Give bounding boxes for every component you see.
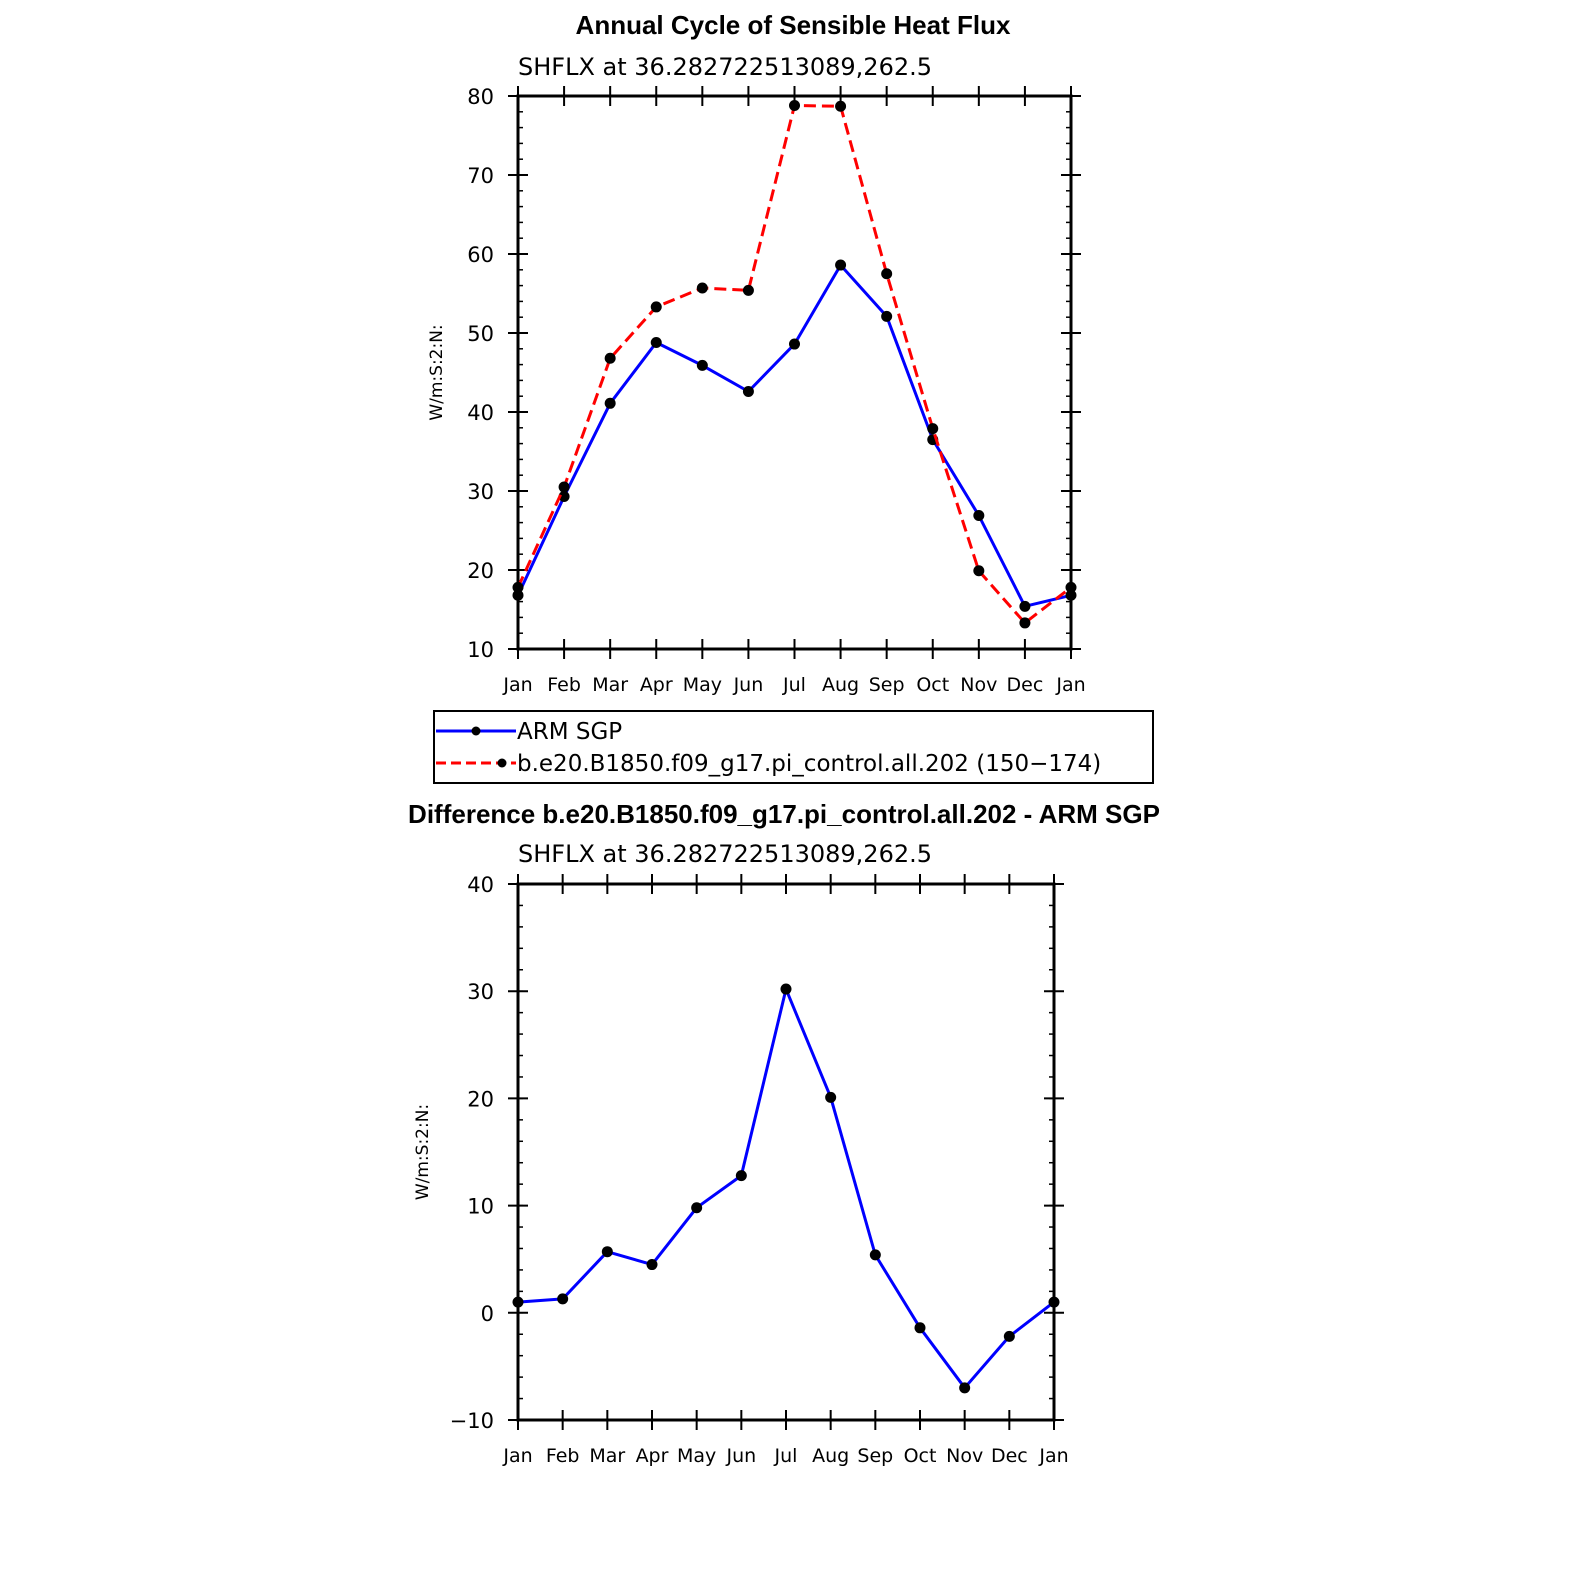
chart2-xtick-label: Oct bbox=[904, 1445, 937, 1467]
chart1-series-1-point bbox=[558, 491, 570, 503]
chart1-series-2-point bbox=[604, 352, 616, 364]
chart1-ytick-label: 50 bbox=[467, 322, 494, 346]
chart1-xtick-label: Oct bbox=[916, 674, 949, 696]
chart1-series-2-point bbox=[1019, 617, 1031, 629]
chart1-xtick-label: Mar bbox=[592, 674, 628, 696]
chart1-xtick-label: Aug bbox=[822, 674, 859, 696]
chart1-series-1-point bbox=[789, 338, 800, 350]
chart1-title: Annual Cycle of Sensible Heat Flux bbox=[576, 10, 1011, 40]
chart2-series-1-point bbox=[735, 1170, 747, 1182]
chart1-series-2-point bbox=[973, 565, 985, 577]
chart2-ytick-label: 20 bbox=[467, 1087, 494, 1111]
chart1-ytick-label: 30 bbox=[467, 480, 494, 504]
chart1-xtick-label: Jul bbox=[782, 674, 806, 696]
chart1-frame bbox=[516, 94, 1073, 651]
legend-arm-marker bbox=[471, 726, 481, 736]
chart1-series-2-point bbox=[927, 423, 939, 435]
chart2-series-1-point bbox=[914, 1322, 926, 1334]
chart2-series-1-point bbox=[691, 1202, 703, 1214]
chart2-ytick-label: −10 bbox=[450, 1409, 494, 1433]
chart1-series-2-point bbox=[835, 100, 847, 112]
chart1-legend: ARM SGP b.e20.B1850.f09_g17.pi_control.a… bbox=[433, 710, 1154, 784]
chart1-ylabel: W/m:S:2:N: bbox=[427, 324, 447, 420]
chart2-series-1-point bbox=[1003, 1330, 1015, 1342]
chart1-xtick-label: Sep bbox=[869, 674, 905, 696]
chart1-ytick-label: 40 bbox=[467, 401, 494, 425]
chart1-series-1-point bbox=[835, 259, 847, 271]
chart1-series-2-point bbox=[558, 481, 570, 493]
chart2-ylabel: W/m:S:2:N: bbox=[413, 1104, 433, 1200]
chart2-frame bbox=[516, 882, 1056, 1422]
chart1-xtick-label: Jun bbox=[733, 674, 764, 696]
chart1-xtick-label: Nov bbox=[960, 674, 997, 696]
chart1-ytick-label: 20 bbox=[467, 559, 494, 583]
chart1-xtick-label: Jan bbox=[1055, 674, 1085, 696]
chart1-series-2-point bbox=[881, 268, 893, 280]
chart1-plot: 10 20 30 40 50 60 70 80 Jan Feb Mar Apr May Jun Jul Aug… bbox=[427, 85, 1086, 696]
chart1-series-2-point bbox=[650, 301, 662, 313]
chart1-xtick-label: May bbox=[683, 674, 722, 696]
legend-model-label: b.e20.B1850.f09_g17.pi_control.all.202 (… bbox=[517, 751, 1101, 777]
chart2-series-1-point bbox=[646, 1259, 658, 1271]
chart1-series-2-point bbox=[1065, 581, 1077, 593]
chart1-xtick-label: Feb bbox=[547, 674, 581, 696]
chart2-xtick-label: Mar bbox=[589, 1445, 625, 1467]
chart2-xtick-label: Jan bbox=[502, 1445, 532, 1467]
chart1-ytick-label: 60 bbox=[467, 243, 494, 267]
chart1-series-1-point bbox=[1065, 589, 1077, 601]
chart1-series-1-point bbox=[973, 509, 985, 521]
chart2-xtick-label: Jul bbox=[774, 1445, 798, 1467]
legend-box bbox=[433, 710, 1154, 784]
chart1-series-2-point bbox=[789, 99, 800, 111]
chart2-subtitle: SHFLX at 36.282722513089,262.5 bbox=[518, 840, 932, 868]
chart2-series-1-line bbox=[517, 987, 1055, 1390]
chart2-series-1-point bbox=[1048, 1296, 1060, 1308]
chart2-series-1-point bbox=[512, 1296, 524, 1308]
chart1-series-1-point bbox=[742, 385, 754, 397]
chart1-xtick-label: Jan bbox=[502, 674, 532, 696]
chart1-xtick-label: Apr bbox=[640, 674, 673, 696]
chart2-series-1-point bbox=[557, 1293, 569, 1305]
legend-model-marker bbox=[497, 758, 507, 768]
chart2-ytick-label: 0 bbox=[481, 1302, 494, 1326]
chart1-series-2-point bbox=[512, 581, 524, 593]
chart1-series-2-point bbox=[696, 282, 708, 294]
chart2-xtick-label: Apr bbox=[636, 1445, 669, 1467]
chart2-ytick-label: 40 bbox=[467, 873, 494, 897]
chart2-xtick-label: Sep bbox=[857, 1445, 893, 1467]
chart2-ytick-label: 30 bbox=[467, 980, 494, 1004]
chart1-series-2-line bbox=[516, 104, 1072, 625]
chart1-series-1-line bbox=[516, 263, 1072, 608]
chart2-xtick-label: May bbox=[677, 1445, 716, 1467]
chart2-series-1-point bbox=[780, 983, 792, 995]
chart1-series-1-point bbox=[696, 359, 708, 371]
chart1-series-2-point bbox=[742, 284, 754, 296]
chart2-series-1-point bbox=[869, 1249, 881, 1261]
chart2-xtick-label: Nov bbox=[946, 1445, 983, 1467]
chart2-series-1-point bbox=[959, 1382, 971, 1394]
chart1-series-1-point bbox=[512, 589, 524, 601]
chart2-ytick-label: 10 bbox=[467, 1195, 494, 1219]
chart1-ytick-label: 70 bbox=[467, 164, 494, 188]
chart1-xtick-label: Dec bbox=[1007, 674, 1044, 696]
chart2-xtick-label: Jun bbox=[725, 1445, 756, 1467]
chart2-series-1-point bbox=[601, 1246, 613, 1258]
chart2-xtick-label: Dec bbox=[991, 1445, 1028, 1467]
chart1-ytick-label: 80 bbox=[467, 85, 494, 109]
chart2-xtick-label: Aug bbox=[812, 1445, 849, 1467]
chart2-series-1-point bbox=[825, 1091, 837, 1103]
chart1-series-1-point bbox=[604, 397, 616, 409]
chart1-series-1-point bbox=[881, 310, 893, 322]
chart2-title: Difference b.e20.B1850.f09_g17.pi_contro… bbox=[408, 799, 1160, 829]
chart2-xtick-label: Jan bbox=[1038, 1445, 1068, 1467]
chart1-series-1-point bbox=[1019, 600, 1031, 612]
chart1-subtitle: SHFLX at 36.282722513089,262.5 bbox=[518, 53, 932, 81]
chart2-xtick-label: Feb bbox=[546, 1445, 580, 1467]
chart1-series-1-point bbox=[650, 336, 662, 348]
legend-arm-label: ARM SGP bbox=[517, 719, 622, 745]
chart1-ytick-label: 10 bbox=[467, 638, 494, 662]
chart2-plot: −10 0 10 20 30 40 Jan Feb Mar Apr May Jun Jul Aug Sep O… bbox=[413, 873, 1069, 1467]
